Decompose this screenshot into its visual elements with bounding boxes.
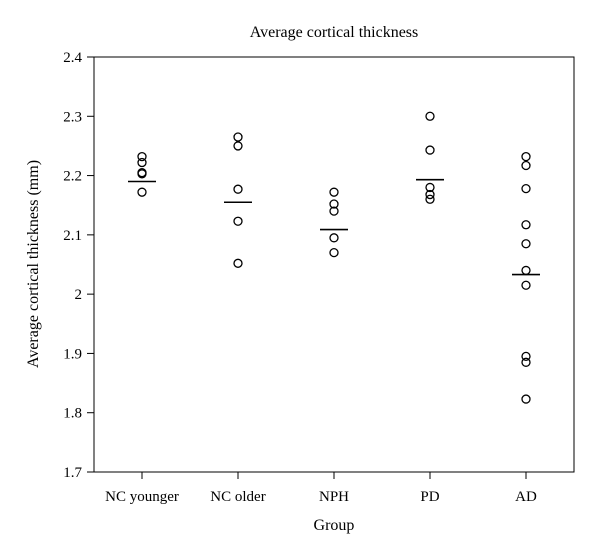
y-tick-label: 2.2 xyxy=(63,169,82,185)
data-point xyxy=(521,151,531,162)
data-point xyxy=(425,111,435,121)
data-point xyxy=(425,145,435,155)
data-point xyxy=(329,247,339,258)
x-axis: NC younger NC older NPH PD AD xyxy=(105,472,537,505)
x-tick-label: NC older xyxy=(210,489,265,505)
data-point xyxy=(329,199,339,209)
data-point xyxy=(521,239,531,249)
x-tick-label: PD xyxy=(420,489,439,505)
x-tick-label: NC younger xyxy=(105,489,179,505)
y-tick-label: 2.4 xyxy=(63,50,82,66)
chart-title: Average cortical thickness xyxy=(250,24,419,41)
y-tick-label: 1.9 xyxy=(63,346,82,362)
plot-frame xyxy=(93,56,575,473)
data-point xyxy=(137,169,147,179)
y-axis-label: Average cortical thickness (mm) xyxy=(25,160,42,368)
data-point xyxy=(425,194,435,204)
data-point xyxy=(233,184,243,194)
x-tick-label: NPH xyxy=(319,489,349,505)
data-point xyxy=(233,216,243,226)
y-tick-label: 2.1 xyxy=(63,228,82,244)
data-point xyxy=(521,351,531,362)
y-axis: 1.7 1.8 1.9 2 2.1 2.2 2.3 2.4 xyxy=(63,50,94,481)
data-point xyxy=(521,394,531,404)
y-tick-label: 1.7 xyxy=(63,465,82,481)
data-point xyxy=(521,280,531,290)
data-point xyxy=(329,206,339,216)
data-point xyxy=(233,258,243,268)
data-point xyxy=(521,265,531,276)
data-point xyxy=(521,183,531,194)
data-point xyxy=(521,357,531,367)
data-point xyxy=(329,187,339,197)
data-point xyxy=(137,151,147,162)
data-point xyxy=(137,187,147,197)
data-point xyxy=(329,233,339,243)
y-tick-label: 2.3 xyxy=(63,109,82,125)
data-point xyxy=(521,160,531,171)
data-point xyxy=(137,157,147,168)
y-tick-label: 1.8 xyxy=(63,406,82,422)
data-point xyxy=(233,132,243,142)
data-marks xyxy=(128,111,540,404)
y-tick-label: 2 xyxy=(75,287,83,303)
data-point xyxy=(425,182,435,193)
data-point xyxy=(233,141,243,151)
data-point xyxy=(521,220,531,230)
x-axis-label: Group xyxy=(314,517,355,534)
data-point xyxy=(425,189,435,200)
x-tick-label: AD xyxy=(515,489,537,505)
